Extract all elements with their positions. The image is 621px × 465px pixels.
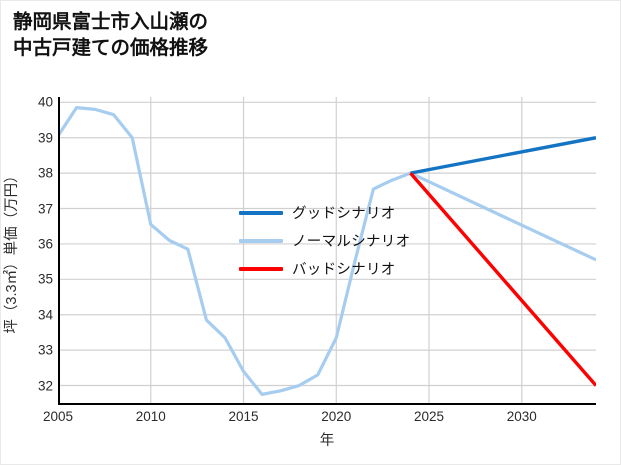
x-axis-label: 年 [319, 433, 335, 449]
series-line [58, 106, 596, 396]
x-tick-label: 2010 [135, 409, 166, 424]
data-series-layer [58, 106, 596, 396]
plot-frame [58, 97, 596, 405]
y-tick-label: 34 [37, 307, 53, 323]
y-tick-label: 33 [37, 342, 53, 358]
y-tick-label: 32 [37, 378, 53, 394]
legend-item-good[interactable]: グッドシナリオ [239, 204, 410, 222]
y-axis-tick-labels: 40 39 38 37 36 35 34 33 32 [1, 94, 53, 405]
legend-item-normal[interactable]: ノーマルシナリオ [239, 232, 411, 250]
y-tick-label: 36 [37, 236, 53, 252]
x-tick-label: 2015 [228, 409, 259, 424]
legend-swatch-bad-icon [239, 266, 283, 271]
plot-area [58, 97, 596, 405]
x-tick-label: 2020 [321, 409, 352, 424]
legend-item-bad[interactable]: バッドシナリオ [239, 260, 410, 278]
page-title: 静岡県富士市入山瀬の 中古戸建ての価格推移 [13, 11, 209, 59]
x-tick-label: 2025 [414, 409, 445, 424]
legend-label-good: グッドシナリオ [292, 206, 396, 222]
legend-swatch-good-icon [239, 210, 283, 215]
x-tick-label: 2005 [42, 409, 74, 424]
legend-swatch-normal-icon [239, 238, 283, 243]
y-tick-label: 39 [37, 130, 53, 146]
y-tick-label: 40 [37, 94, 53, 110]
series-line [410, 136, 596, 175]
series-line [409, 171, 596, 387]
x-axis-tick-labels: 2005 2010 2015 2020 2025 2030 [43, 409, 596, 429]
y-tick-label: 38 [37, 165, 53, 181]
legend: グッドシナリオ ノーマルシナリオ バッドシナリオ [239, 204, 411, 278]
y-tick-label: 35 [37, 271, 53, 287]
y-tick-label: 37 [37, 201, 53, 217]
legend-label-normal: ノーマルシナリオ [292, 234, 411, 250]
legend-label-bad: バッドシナリオ [292, 262, 396, 278]
x-tick-label: 2030 [506, 409, 537, 424]
